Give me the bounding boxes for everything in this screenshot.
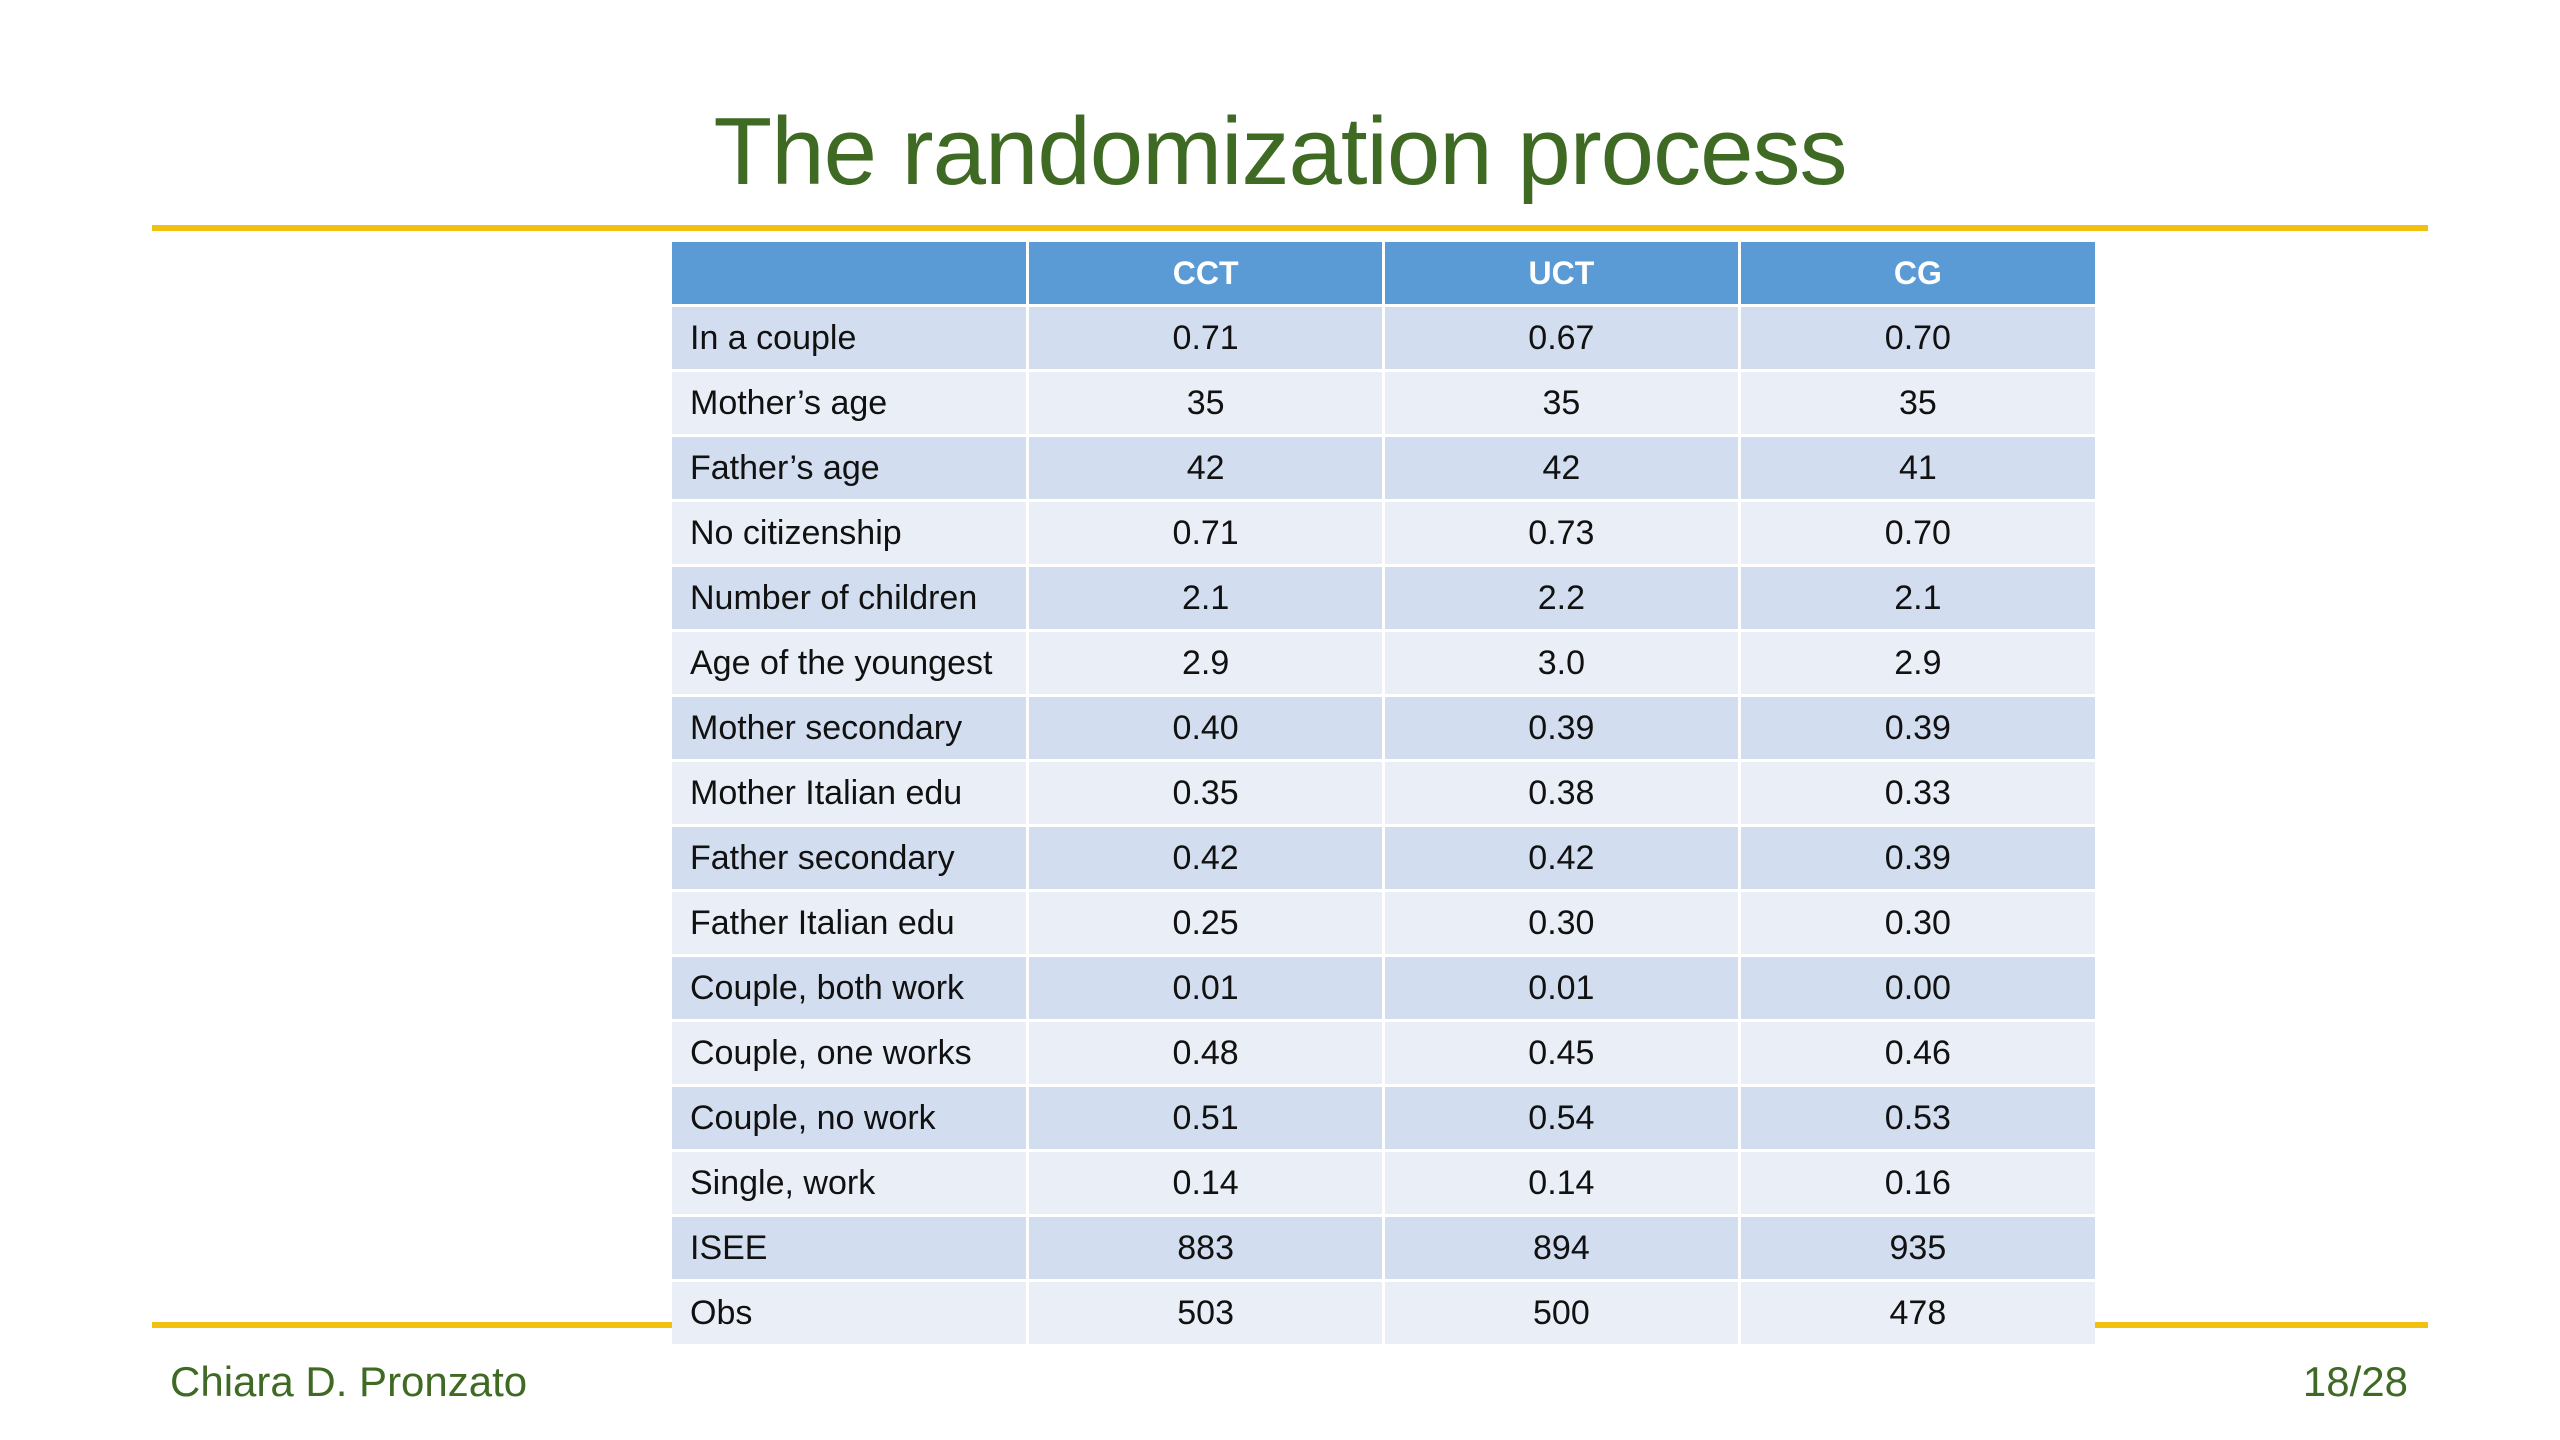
comparison-table: CCT UCT CG In a couple 0.71 0.67 0.70 Mother… [672, 242, 2095, 1347]
row-label: Father Italian edu [672, 890, 1030, 957]
table-row: Age of the youngest 2.9 3.0 2.9 [672, 630, 2095, 697]
cell-uct: 0.54 [1383, 1085, 1741, 1152]
table-row: Couple, both work 0.01 0.01 0.00 [672, 955, 2095, 1022]
row-label: Single, work [672, 1150, 1030, 1217]
bottom-divider-right [2095, 1322, 2428, 1328]
table-row: Single, work 0.14 0.14 0.16 [672, 1150, 2095, 1217]
footer-author: Chiara D. Pronzato [170, 1358, 528, 1405]
table-row: Number of children 2.1 2.2 2.1 [672, 565, 2095, 632]
cell-uct: 3.0 [1383, 630, 1741, 697]
cell-cg: 0.39 [1739, 825, 2095, 892]
cell-uct: 0.42 [1383, 825, 1741, 892]
row-label: Couple, one works [672, 1020, 1030, 1087]
table-row: Mother’s age 35 35 35 [672, 370, 2095, 437]
cell-cg: 41 [1739, 435, 2095, 502]
cell-cg: 0.46 [1739, 1020, 2095, 1087]
row-label: No citizenship [672, 500, 1030, 567]
cell-cct: 0.35 [1027, 760, 1385, 827]
cell-uct: 42 [1383, 435, 1741, 502]
cell-cct: 0.14 [1027, 1150, 1385, 1217]
header-cg: CG [1739, 242, 2095, 307]
table-header-row: CCT UCT CG [672, 242, 2095, 307]
top-divider [152, 225, 2428, 231]
cell-uct: 0.01 [1383, 955, 1741, 1022]
row-label: Obs [672, 1280, 1030, 1347]
cell-cg: 0.53 [1739, 1085, 2095, 1152]
table-row: Couple, one works 0.48 0.45 0.46 [672, 1020, 2095, 1087]
cell-cct: 0.40 [1027, 695, 1385, 762]
cell-cg: 35 [1739, 370, 2095, 437]
cell-cct: 0.48 [1027, 1020, 1385, 1087]
table-row: Mother Italian edu 0.35 0.38 0.33 [672, 760, 2095, 827]
cell-cg: 478 [1739, 1280, 2095, 1347]
cell-cg: 0.70 [1739, 500, 2095, 567]
cell-uct: 894 [1383, 1215, 1741, 1282]
row-label: Couple, no work [672, 1085, 1030, 1152]
cell-cct: 42 [1027, 435, 1385, 502]
comparison-table-container: CCT UCT CG In a couple 0.71 0.67 0.70 Mother… [672, 242, 2095, 1347]
cell-cct: 883 [1027, 1215, 1385, 1282]
cell-cg: 2.1 [1739, 565, 2095, 632]
cell-uct: 35 [1383, 370, 1741, 437]
row-label: Age of the youngest [672, 630, 1030, 697]
cell-cg: 935 [1739, 1215, 2095, 1282]
table-row: Couple, no work 0.51 0.54 0.53 [672, 1085, 2095, 1152]
cell-cct: 0.01 [1027, 955, 1385, 1022]
cell-cct: 2.1 [1027, 565, 1385, 632]
slide-title: The randomization process [713, 98, 1848, 205]
table-row: Father secondary 0.42 0.42 0.39 [672, 825, 2095, 892]
row-label: Father’s age [672, 435, 1030, 502]
header-cct: CCT [1027, 242, 1385, 307]
cell-uct: 0.73 [1383, 500, 1741, 567]
cell-uct: 0.45 [1383, 1020, 1741, 1087]
row-label: Mother secondary [672, 695, 1030, 762]
row-label: In a couple [672, 305, 1030, 372]
cell-cct: 2.9 [1027, 630, 1385, 697]
row-label: Father secondary [672, 825, 1030, 892]
table-row: Mother secondary 0.40 0.39 0.39 [672, 695, 2095, 762]
table-row: Obs 503 500 478 [672, 1280, 2095, 1347]
table-body: In a couple 0.71 0.67 0.70 Mother’s age 35 35 3… [672, 305, 2095, 1347]
table-row: No citizenship 0.71 0.73 0.70 [672, 500, 2095, 567]
row-label: Couple, both work [672, 955, 1030, 1022]
header-uct: UCT [1383, 242, 1741, 307]
cell-cg: 2.9 [1739, 630, 2095, 697]
cell-uct: 0.67 [1383, 305, 1741, 372]
table-row: In a couple 0.71 0.67 0.70 [672, 305, 2095, 372]
row-label: ISEE [672, 1215, 1030, 1282]
cell-cct: 0.51 [1027, 1085, 1385, 1152]
cell-cct: 35 [1027, 370, 1385, 437]
table-row: ISEE 883 894 935 [672, 1215, 2095, 1282]
cell-cct: 503 [1027, 1280, 1385, 1347]
cell-uct: 2.2 [1383, 565, 1741, 632]
cell-cct: 0.71 [1027, 500, 1385, 567]
cell-cct: 0.71 [1027, 305, 1385, 372]
cell-uct: 0.38 [1383, 760, 1741, 827]
cell-cg: 0.00 [1739, 955, 2095, 1022]
cell-uct: 500 [1383, 1280, 1741, 1347]
cell-cg: 0.33 [1739, 760, 2095, 827]
cell-cct: 0.25 [1027, 890, 1385, 957]
cell-cct: 0.42 [1027, 825, 1385, 892]
bottom-divider-left [152, 1322, 672, 1328]
cell-uct: 0.14 [1383, 1150, 1741, 1217]
cell-uct: 0.39 [1383, 695, 1741, 762]
cell-uct: 0.30 [1383, 890, 1741, 957]
cell-cg: 0.16 [1739, 1150, 2095, 1217]
header-empty [672, 242, 1030, 307]
table-row: Father Italian edu 0.25 0.30 0.30 [672, 890, 2095, 957]
row-label: Number of children [672, 565, 1030, 632]
row-label: Mother’s age [672, 370, 1030, 437]
cell-cg: 0.39 [1739, 695, 2095, 762]
row-label: Mother Italian edu [672, 760, 1030, 827]
cell-cg: 0.30 [1739, 890, 2095, 957]
table-row: Father’s age 42 42 41 [672, 435, 2095, 502]
cell-cg: 0.70 [1739, 305, 2095, 372]
footer-page-number: 18/28 [2302, 1358, 2408, 1405]
